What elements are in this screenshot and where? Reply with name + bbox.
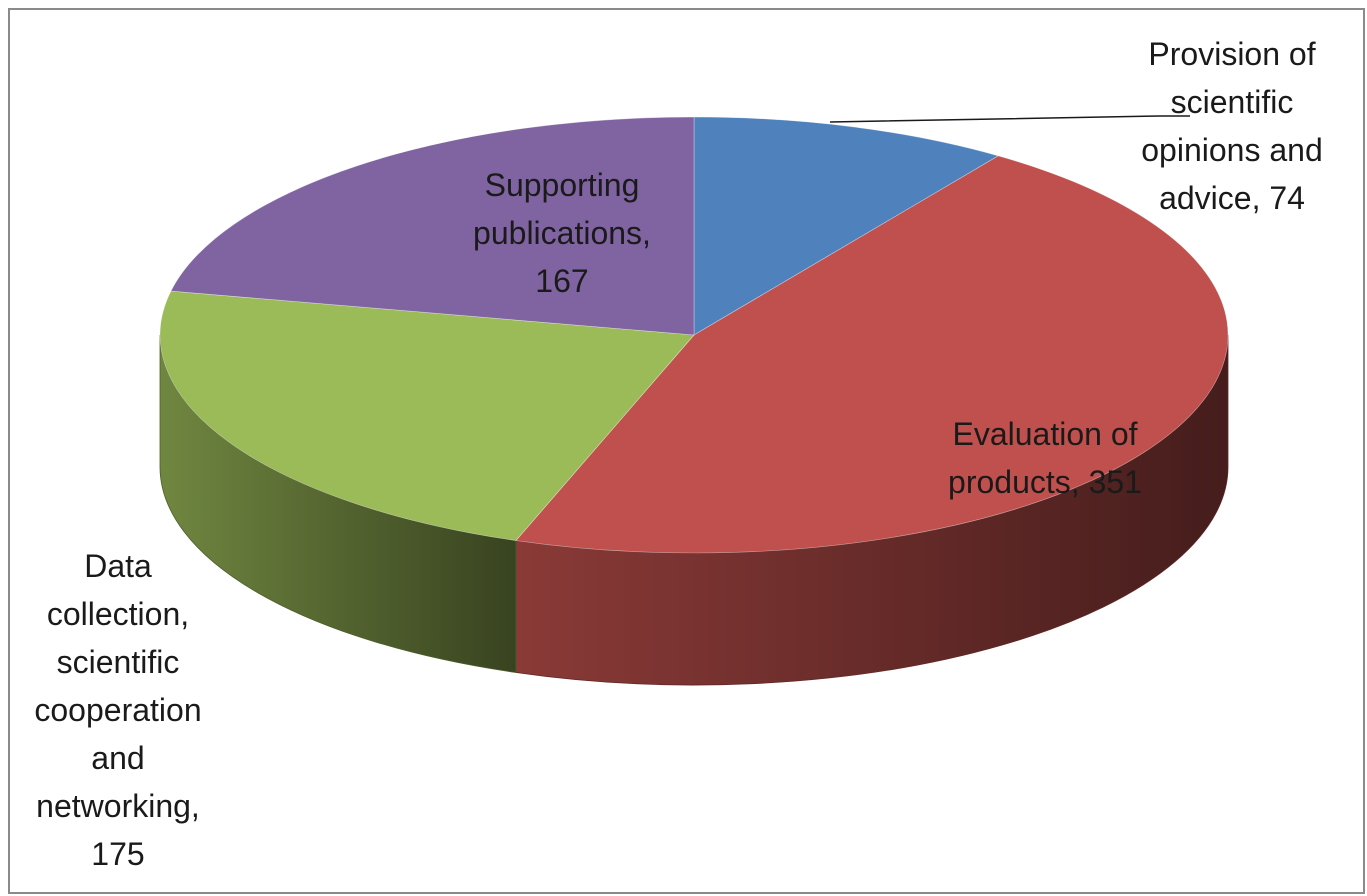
data-label-line: and bbox=[91, 740, 144, 776]
pie-slice bbox=[170, 116, 695, 336]
data-label-line: Supporting bbox=[485, 167, 640, 203]
data-label-line: networking, bbox=[36, 788, 200, 824]
pie-slice bbox=[159, 290, 695, 541]
data-label: Supporting publications, 167 bbox=[473, 167, 651, 299]
data-label-line: scientific bbox=[57, 644, 180, 680]
data-label-line: Data bbox=[84, 548, 152, 584]
data-label-line: Evaluation of bbox=[952, 416, 1137, 452]
data-label-line: 167 bbox=[535, 263, 588, 299]
data-label-line: collection, bbox=[47, 596, 189, 632]
data-label-line: scientific bbox=[1171, 84, 1294, 120]
data-label-line: opinions and bbox=[1141, 132, 1322, 168]
data-label-line: 175 bbox=[91, 836, 144, 872]
pie-slice bbox=[515, 155, 1229, 554]
pie-slice bbox=[693, 116, 1000, 336]
data-label: Evaluation of products, 351 bbox=[948, 416, 1142, 500]
leader-line bbox=[829, 115, 1190, 123]
data-label: Provision of scientific opinions and advice… bbox=[1141, 36, 1322, 216]
data-label-line: products, 351 bbox=[948, 464, 1142, 500]
data-label: Data collection, scientific cooperation and n… bbox=[34, 548, 201, 872]
data-label-line: advice, 74 bbox=[1159, 180, 1305, 216]
data-label-line: Provision of bbox=[1148, 36, 1315, 72]
data-label-line: cooperation bbox=[34, 692, 201, 728]
data-label-line: publications, bbox=[473, 215, 651, 251]
